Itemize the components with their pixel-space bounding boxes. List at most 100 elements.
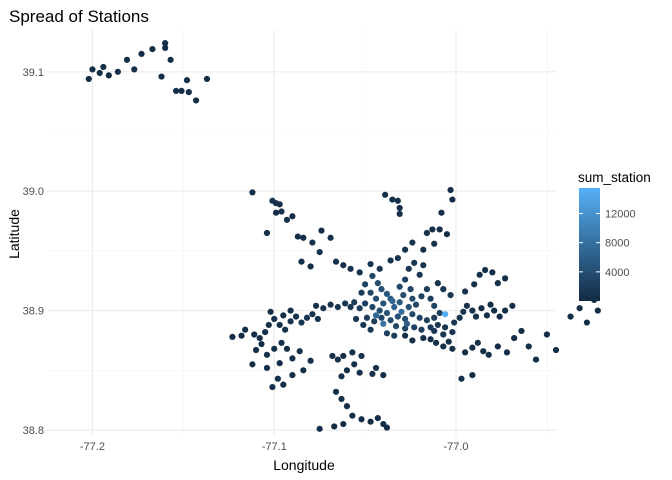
- station-point: [567, 313, 574, 320]
- station-point: [256, 334, 263, 342]
- station-point: [342, 300, 349, 307]
- station-point: [332, 258, 340, 265]
- station-point: [280, 381, 287, 388]
- station-point: [431, 240, 438, 247]
- station-point: [434, 321, 441, 329]
- station-point: [443, 231, 451, 238]
- station-point: [327, 234, 334, 241]
- station-point: [396, 283, 403, 290]
- station-point: [387, 257, 394, 264]
- station-point: [114, 68, 121, 75]
- x-axis-title: Longitude: [273, 457, 335, 473]
- station-point: [469, 344, 476, 351]
- station-point: [340, 352, 347, 360]
- station-point: [509, 302, 516, 309]
- legend-tick-label: 12000: [605, 209, 636, 221]
- station-point: [491, 307, 498, 314]
- station-point: [343, 367, 351, 374]
- station-point: [258, 340, 265, 348]
- station-point: [594, 307, 601, 314]
- station-point: [396, 299, 403, 306]
- station-point: [369, 303, 376, 311]
- station-point: [358, 416, 365, 423]
- station-point: [162, 40, 169, 47]
- station-point: [320, 305, 327, 312]
- station-point: [351, 361, 358, 368]
- station-point: [440, 286, 447, 293]
- station-point: [316, 425, 323, 432]
- station-point: [411, 324, 418, 331]
- station-point: [416, 314, 423, 321]
- station-point: [525, 343, 532, 350]
- station-point: [238, 332, 245, 339]
- station-point: [287, 307, 294, 314]
- station-point: [287, 318, 294, 325]
- station-point: [449, 345, 456, 352]
- station-point: [203, 75, 211, 83]
- y-tick-label: 39.1: [23, 67, 44, 79]
- station-point: [511, 334, 518, 342]
- station-point: [172, 87, 180, 94]
- station-point: [389, 196, 396, 203]
- station-point: [402, 246, 409, 253]
- station-point: [576, 305, 583, 312]
- station-point: [383, 290, 391, 297]
- station-point: [487, 301, 494, 308]
- station-point: [409, 337, 416, 344]
- station-point: [411, 259, 418, 266]
- station-point: [436, 226, 443, 233]
- station-point: [469, 307, 476, 314]
- station-point: [367, 418, 374, 425]
- station-point: [316, 249, 323, 256]
- station-point: [400, 291, 407, 299]
- station-point: [474, 339, 481, 346]
- station-point: [463, 302, 471, 309]
- station-point: [405, 303, 412, 311]
- station-point: [427, 324, 434, 331]
- station-point: [383, 330, 391, 337]
- station-point: [496, 313, 503, 320]
- station-point: [440, 331, 447, 338]
- station-point: [309, 239, 316, 246]
- station-point: [334, 356, 341, 363]
- station-point: [307, 263, 314, 270]
- station-point: [352, 315, 360, 323]
- station-point: [360, 321, 367, 329]
- station-point: [358, 352, 365, 360]
- station-point: [480, 348, 487, 355]
- y-tick-label: 38.9: [23, 306, 44, 318]
- station-point: [482, 266, 489, 274]
- station-point: [162, 44, 169, 52]
- station-point: [436, 309, 443, 317]
- station-point: [349, 349, 356, 356]
- x-axis-ticks: -77.2 -77.1 -77.0: [80, 441, 469, 453]
- station-point: [138, 50, 145, 57]
- station-point: [356, 305, 363, 312]
- station-point: [420, 334, 427, 342]
- station-point: [367, 289, 374, 296]
- station-point: [458, 375, 465, 382]
- station-point: [123, 56, 131, 63]
- station-point: [296, 348, 303, 355]
- color-legend: sum_station 4000 8000 12000: [578, 170, 651, 301]
- station-point: [307, 357, 314, 364]
- station-point: [183, 77, 191, 84]
- station-point: [409, 295, 416, 302]
- station-point: [271, 315, 278, 323]
- legend-ticks: 4000 8000 12000: [579, 209, 636, 279]
- station-point: [318, 227, 325, 234]
- station-point: [300, 234, 307, 241]
- station-point: [431, 314, 438, 321]
- station-point: [518, 327, 525, 335]
- station-point: [543, 331, 551, 338]
- station-point: [283, 345, 291, 352]
- station-point: [409, 239, 416, 246]
- station-point: [383, 309, 391, 317]
- station-point: [334, 303, 341, 311]
- station-point: [409, 311, 416, 318]
- station-point: [96, 69, 103, 77]
- plot-grid: [47, 30, 556, 436]
- station-point: [363, 314, 371, 321]
- station-point: [229, 333, 236, 340]
- legend-tick-label: 4000: [605, 267, 629, 279]
